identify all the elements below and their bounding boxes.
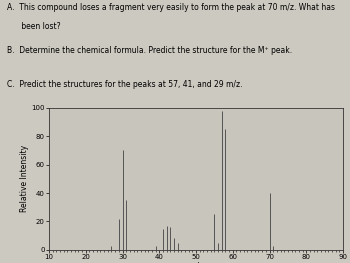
Y-axis label: Relative Intensity: Relative Intensity: [20, 145, 29, 213]
Text: C.  Predict the structures for the peaks at 57, 41, and 29 m/z.: C. Predict the structures for the peaks …: [7, 80, 243, 89]
Text: A.  This compound loses a fragment very easily to form the peak at 70 m/z. What : A. This compound loses a fragment very e…: [7, 3, 335, 12]
Text: B.  Determine the chemical formula. Predict the structure for the M⁺ peak.: B. Determine the chemical formula. Predi…: [7, 46, 292, 55]
Text: been lost?: been lost?: [7, 22, 61, 31]
X-axis label: m/z: m/z: [188, 261, 204, 263]
